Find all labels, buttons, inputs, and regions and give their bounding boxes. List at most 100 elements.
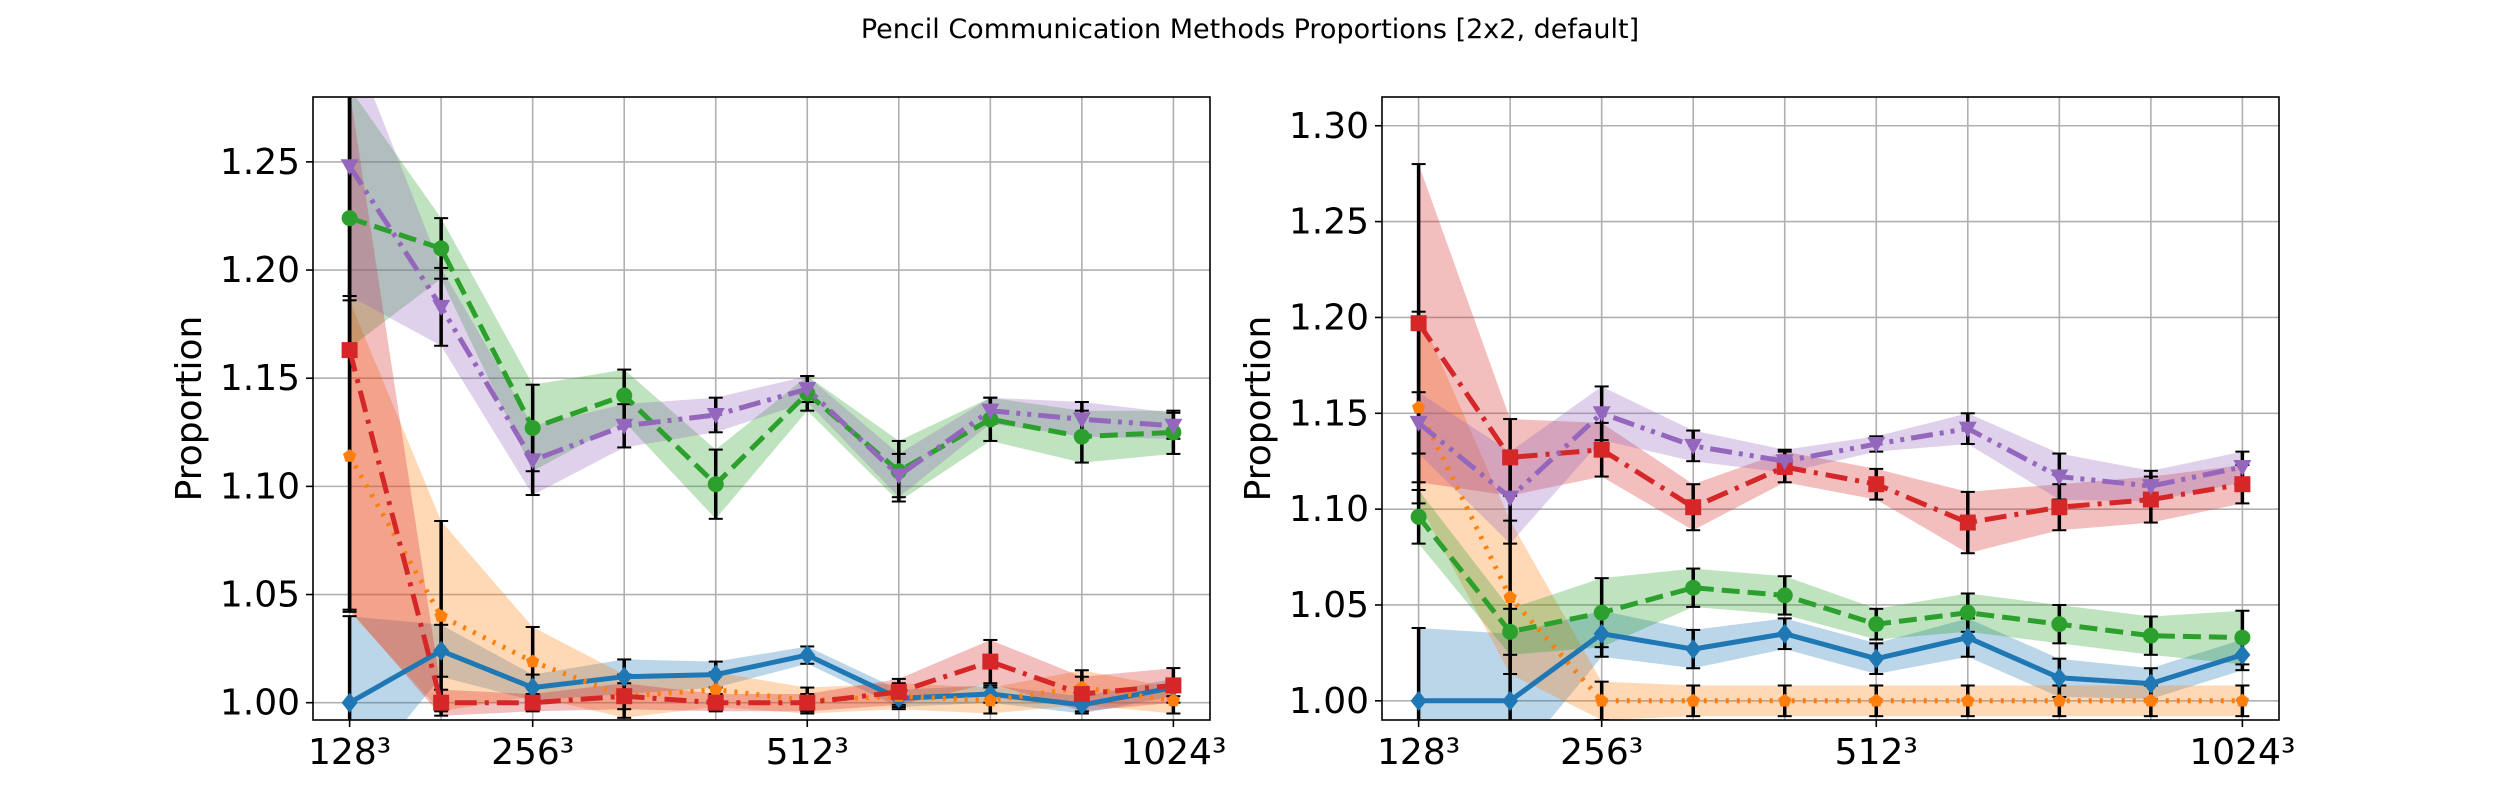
data-point bbox=[1501, 490, 1520, 507]
plot-area bbox=[340, 97, 1183, 720]
y-axis-label: Proportion bbox=[1238, 316, 1279, 502]
series-line-5 bbox=[1417, 410, 2243, 501]
y-tick-label: 1.05 bbox=[1289, 585, 1369, 626]
y-tick-label: 1.30 bbox=[1289, 106, 1369, 147]
y-tick-label: 1.20 bbox=[1289, 297, 1369, 338]
data-point bbox=[1686, 693, 1700, 707]
data-point bbox=[1073, 428, 1090, 445]
data-point bbox=[524, 677, 541, 698]
x-tick-label: 256³ bbox=[491, 732, 574, 773]
data-point bbox=[1409, 415, 1428, 432]
data-point bbox=[1410, 690, 1427, 711]
data-point bbox=[616, 666, 633, 687]
markers-series-1 bbox=[1410, 623, 2251, 711]
data-point bbox=[707, 694, 724, 711]
right-chart-panel: 1.00 1.05 1.10 1.15 1.20 1.25 1.30 128³ 256³ 512³… bbox=[1238, 96, 2295, 773]
data-point bbox=[1868, 476, 1885, 493]
data-point bbox=[343, 449, 357, 462]
data-point bbox=[2144, 693, 2158, 707]
figure-title: Pencil Communication Methods Proportions… bbox=[861, 14, 1639, 45]
y-tick-label: 1.25 bbox=[1289, 202, 1369, 243]
data-point bbox=[707, 664, 724, 685]
data-point bbox=[2234, 629, 2251, 646]
plot-area bbox=[1409, 163, 2252, 720]
y-tick-label: 1.10 bbox=[1289, 489, 1369, 530]
series-line-4 bbox=[347, 349, 1174, 706]
data-point bbox=[2234, 644, 2251, 665]
data-point bbox=[798, 382, 817, 399]
data-point bbox=[707, 476, 724, 493]
data-point bbox=[1593, 623, 1610, 644]
data-point bbox=[1410, 508, 1427, 525]
data-point bbox=[1959, 514, 1976, 531]
confidence-band-series-3 bbox=[349, 97, 1174, 519]
data-point bbox=[1593, 441, 1610, 458]
data-point bbox=[799, 645, 816, 666]
data-point bbox=[1502, 449, 1519, 466]
data-point bbox=[2051, 499, 2068, 516]
data-point bbox=[1958, 421, 1977, 438]
data-point bbox=[1685, 499, 1702, 516]
data-point bbox=[433, 694, 450, 711]
y-tick-label: 1.05 bbox=[220, 575, 300, 616]
x-tick-label: 256³ bbox=[1560, 732, 1643, 773]
data-point bbox=[2141, 479, 2160, 496]
data-point bbox=[2142, 491, 2159, 508]
data-point bbox=[1776, 623, 1793, 644]
y-tick-label: 1.15 bbox=[220, 358, 300, 399]
x-tick-label: 128³ bbox=[1377, 732, 1460, 773]
y-axis-label: Proportion bbox=[169, 316, 210, 502]
data-point bbox=[1867, 436, 1886, 453]
data-point bbox=[341, 342, 358, 359]
data-point bbox=[1503, 590, 1517, 603]
data-point bbox=[1778, 693, 1792, 707]
data-point bbox=[616, 387, 633, 404]
axes-frame bbox=[312, 96, 1211, 721]
data-point bbox=[709, 682, 723, 696]
x-tick-label: 1024³ bbox=[2189, 732, 2295, 773]
data-point bbox=[524, 694, 541, 711]
data-point bbox=[1868, 616, 1885, 633]
data-point bbox=[889, 468, 908, 485]
data-point bbox=[1776, 587, 1793, 604]
data-point bbox=[1685, 579, 1702, 596]
x-tick-label: 512³ bbox=[1835, 732, 1918, 773]
data-point bbox=[1593, 604, 1610, 621]
confidence-band-series-4 bbox=[1418, 164, 2243, 554]
y-tick-label: 1.25 bbox=[220, 142, 300, 183]
data-point bbox=[1412, 400, 1426, 414]
data-point bbox=[981, 403, 1000, 420]
data-point bbox=[615, 418, 634, 435]
y-tick-label: 1.15 bbox=[1289, 393, 1369, 434]
data-point bbox=[526, 654, 540, 668]
data-point bbox=[341, 692, 358, 713]
data-point bbox=[2050, 469, 2069, 486]
axes-frame bbox=[1381, 96, 2280, 721]
data-point bbox=[799, 694, 816, 711]
data-point bbox=[524, 419, 541, 436]
data-point bbox=[1685, 639, 1702, 660]
y-tick-label: 1.00 bbox=[220, 683, 300, 724]
y-tick-label: 1.20 bbox=[220, 250, 300, 291]
data-point bbox=[2234, 476, 2251, 493]
markers-series-3 bbox=[1410, 508, 2251, 646]
data-point bbox=[2142, 627, 2159, 644]
markers-series-5 bbox=[340, 159, 1183, 485]
x-tick-label: 128³ bbox=[308, 732, 391, 773]
series-line-3 bbox=[348, 215, 1174, 487]
y-tick-label: 1.10 bbox=[220, 466, 300, 507]
markers-series-2 bbox=[1412, 400, 2249, 707]
data-point bbox=[706, 407, 725, 424]
markers-series-4 bbox=[1410, 315, 2251, 531]
data-point bbox=[433, 640, 450, 661]
data-point bbox=[1166, 693, 1180, 707]
data-point bbox=[983, 693, 997, 707]
series-line-1 bbox=[348, 648, 1174, 708]
data-point bbox=[2052, 693, 2066, 707]
data-point bbox=[1073, 686, 1090, 703]
data-point bbox=[1592, 406, 1611, 423]
data-point bbox=[1869, 693, 1883, 707]
data-point bbox=[1502, 623, 1519, 640]
data-point bbox=[1775, 454, 1794, 471]
